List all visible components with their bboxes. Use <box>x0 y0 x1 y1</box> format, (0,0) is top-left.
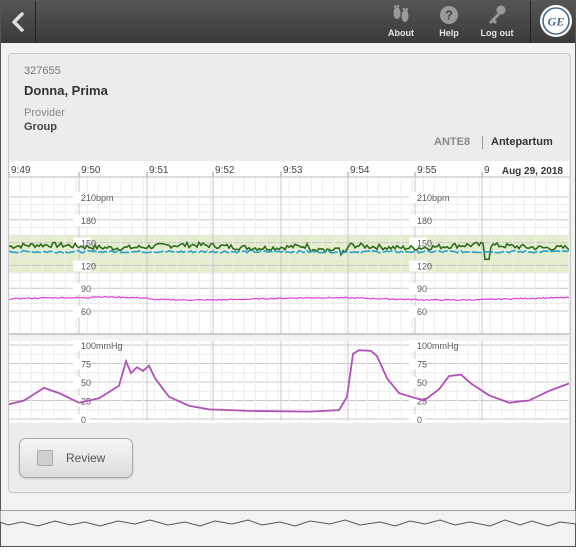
ua-scale-label: 75 <box>81 360 91 370</box>
fhr-scale-label: 180 <box>81 216 96 226</box>
help-label: Help <box>439 28 459 38</box>
fhr2-trace <box>9 249 569 254</box>
footprints-icon <box>393 4 409 22</box>
provider-value: Group <box>24 121 57 133</box>
ge-logo: GE <box>540 5 572 37</box>
patient-header[interactable]: 327655 Donna, Prima Provider Group ANTE8… <box>9 54 570 162</box>
time-label: 9:51 <box>149 165 169 176</box>
fhr-scale-label: 120 <box>417 261 432 271</box>
ua-scale-label: 100mmHg <box>417 341 459 351</box>
ua-scale-label: 50 <box>417 378 427 388</box>
fhr-scale-label: 90 <box>81 284 91 294</box>
fhr-scale-label: 210bpm <box>417 193 450 203</box>
fhr-scale: 210bpm 180 150 120 90 60 210bpm 180 150 120 90 60 <box>73 192 450 317</box>
scale-label-bg <box>409 283 427 295</box>
fhr-scale-label: 180 <box>417 216 432 226</box>
time-label: 9:49 <box>11 165 31 176</box>
ua-scale-label: 25 <box>417 397 427 407</box>
ge-logo-icon: GE <box>542 7 570 35</box>
fhr-scale-label: 210bpm <box>81 193 114 203</box>
logout-label: Log out <box>480 28 514 38</box>
time-bar-bg <box>9 161 569 177</box>
scale-label-bg <box>73 260 91 272</box>
scale-label-bg <box>73 395 89 407</box>
unit-label: Antepartum <box>491 136 553 148</box>
ua-scale-label: 75 <box>417 360 427 370</box>
svg-text:?: ? <box>445 8 453 23</box>
strip-date: Aug 29, 2018 <box>502 166 564 177</box>
scale-label-bg <box>73 283 91 295</box>
ua-scale-label: 100mmHg <box>81 341 123 351</box>
scale-label-bg <box>73 377 89 388</box>
chevron-left-icon <box>12 12 24 32</box>
scale-label-bg <box>409 214 427 226</box>
time-bar: 9:49 9:50 9:51 9:52 9:53 9:54 9:55 9 <box>9 161 569 178</box>
fhr-scale-label: 90 <box>417 284 427 294</box>
review-button[interactable]: Review <box>19 438 133 478</box>
time-label: 9:54 <box>350 165 370 176</box>
logout-button[interactable]: Log out <box>470 4 524 40</box>
scale-label-bg <box>409 358 425 370</box>
fhr-grid <box>9 178 569 335</box>
ua-scale-label: 50 <box>81 378 91 388</box>
provider-label: Provider <box>24 107 65 119</box>
logo-text: GE <box>548 15 565 29</box>
bed-label: ANTE8 <box>434 136 471 148</box>
fhr-scale-label: 150 <box>417 239 432 249</box>
scale-label-bg <box>409 340 455 351</box>
ua-grid <box>9 335 569 421</box>
scale-label-bg <box>73 358 89 370</box>
toolbar-divider <box>530 1 531 43</box>
traces <box>9 240 569 413</box>
scale-label-bg <box>73 340 119 351</box>
scale-label-bg <box>73 414 89 423</box>
review-checkbox-icon <box>37 450 53 466</box>
time-label: 9:50 <box>81 165 101 176</box>
time-label: 9:55 <box>417 165 437 176</box>
ua-trace <box>9 349 569 413</box>
help-button[interactable]: ? Help <box>422 4 476 40</box>
fhr-scale-label: 60 <box>417 307 427 317</box>
scale-label-bg <box>409 414 425 423</box>
scale-label-bg <box>73 306 91 317</box>
scale-label-bg <box>409 306 427 317</box>
scale-label-bg <box>73 192 111 203</box>
bed-unit-divider <box>482 136 483 149</box>
review-label: Review <box>66 451 106 465</box>
scale-label-bg <box>409 395 425 407</box>
fhr-scale-label: 60 <box>81 307 91 317</box>
about-button[interactable]: About <box>374 4 428 40</box>
help-icon: ? <box>440 6 458 24</box>
about-label: About <box>388 28 414 38</box>
scale-label-bg <box>409 192 447 203</box>
scale-label-bg <box>409 237 427 249</box>
key-icon <box>489 5 506 24</box>
top-toolbar: About ? Help Log out GE <box>1 1 575 43</box>
fetal-strip[interactable]: 9:49 9:50 9:51 9:52 9:53 9:54 9:55 9 210bpm 180 1… <box>9 161 569 423</box>
torn-edge <box>0 510 576 527</box>
ua-scale-label: 0 <box>417 415 422 423</box>
mhr-trace <box>9 295 569 302</box>
time-label: 9:52 <box>215 165 235 176</box>
strip-separator <box>9 335 569 341</box>
ua-scale-label: 0 <box>81 415 86 423</box>
patient-name: Donna, Prima <box>24 83 108 98</box>
fhr1-trace <box>9 240 569 261</box>
fhr-scale-label: 150 <box>81 239 96 249</box>
time-label: 9 <box>484 165 490 176</box>
patient-id: 327655 <box>24 65 61 77</box>
fhr-scale-label: 120 <box>81 261 96 271</box>
scale-label-bg <box>409 377 425 388</box>
scale-label-bg <box>409 260 427 272</box>
scale-label-bg <box>73 237 91 249</box>
scale-label-bg <box>73 214 91 226</box>
back-button[interactable] <box>1 1 36 43</box>
time-label: 9:53 <box>283 165 303 176</box>
